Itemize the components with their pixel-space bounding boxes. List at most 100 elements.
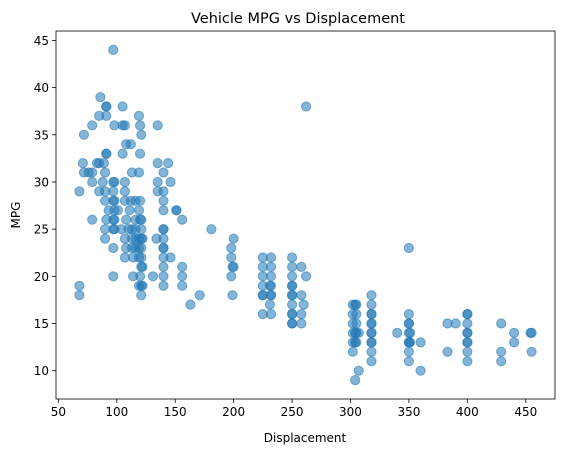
data-point — [110, 196, 119, 205]
data-point — [137, 130, 146, 139]
data-point — [354, 366, 363, 375]
data-point — [102, 149, 111, 158]
data-point — [354, 328, 363, 337]
data-point — [137, 225, 146, 234]
data-point — [463, 328, 472, 337]
data-point — [172, 206, 181, 215]
data-point — [351, 376, 360, 385]
data-point — [393, 328, 402, 337]
data-point — [288, 262, 297, 271]
data-point — [463, 319, 472, 328]
data-point — [159, 272, 168, 281]
data-point — [79, 130, 88, 139]
y-tick-label: 10 — [34, 364, 49, 378]
data-point — [266, 310, 275, 319]
data-point — [509, 338, 518, 347]
data-point — [88, 177, 97, 186]
data-point — [138, 234, 147, 243]
data-point — [153, 187, 162, 196]
data-point — [109, 45, 118, 54]
data-point — [302, 102, 311, 111]
data-point — [288, 281, 297, 290]
data-point — [288, 310, 297, 319]
x-tick-label: 400 — [456, 405, 479, 419]
data-point — [527, 347, 536, 356]
y-tick-label: 40 — [34, 81, 49, 95]
x-tick-label: 150 — [164, 405, 187, 419]
data-point — [118, 149, 127, 158]
data-point — [138, 281, 147, 290]
data-point — [367, 357, 376, 366]
data-point — [118, 102, 127, 111]
data-point — [497, 319, 506, 328]
data-point — [227, 253, 236, 262]
data-point — [134, 168, 143, 177]
data-point — [122, 215, 131, 224]
data-point — [404, 243, 413, 252]
data-point — [178, 215, 187, 224]
data-point — [75, 291, 84, 300]
data-point — [227, 243, 236, 252]
data-point — [288, 300, 297, 309]
data-point — [102, 102, 111, 111]
y-tick-label: 20 — [34, 270, 49, 284]
data-point — [404, 310, 413, 319]
data-point — [134, 111, 143, 120]
data-point — [367, 310, 376, 319]
y-tick-label: 45 — [34, 34, 49, 48]
data-point — [404, 319, 413, 328]
x-tick-label: 450 — [514, 405, 537, 419]
data-point — [406, 328, 415, 337]
data-point — [178, 262, 187, 271]
data-point — [78, 159, 87, 168]
data-point — [137, 253, 146, 262]
data-point — [297, 310, 306, 319]
data-point — [101, 168, 110, 177]
data-point — [159, 168, 168, 177]
data-point — [101, 234, 110, 243]
data-point — [195, 291, 204, 300]
x-tick-label: 100 — [105, 405, 128, 419]
data-point — [137, 291, 146, 300]
data-point — [166, 253, 175, 262]
data-point — [367, 328, 376, 337]
data-point — [229, 234, 238, 243]
data-point — [166, 177, 175, 186]
y-tick-label: 35 — [34, 128, 49, 142]
data-point — [302, 272, 311, 281]
data-point — [404, 347, 413, 356]
data-point — [265, 281, 274, 290]
data-point — [404, 357, 413, 366]
data-point — [137, 243, 146, 252]
data-point — [178, 281, 187, 290]
data-point — [367, 338, 376, 347]
data-point — [416, 338, 425, 347]
data-point — [527, 328, 536, 337]
data-point — [120, 177, 129, 186]
data-point — [367, 347, 376, 356]
data-point — [228, 291, 237, 300]
data-point — [164, 159, 173, 168]
x-tick-label: 250 — [281, 405, 304, 419]
data-point — [159, 262, 168, 271]
data-point — [98, 177, 107, 186]
x-tick-label: 50 — [51, 405, 66, 419]
data-point — [120, 187, 129, 196]
data-point — [110, 177, 119, 186]
data-point — [136, 149, 145, 158]
data-point — [75, 187, 84, 196]
data-point — [266, 272, 275, 281]
data-point — [125, 206, 134, 215]
data-point — [138, 262, 147, 271]
data-point — [159, 281, 168, 290]
data-point — [159, 196, 168, 205]
data-point — [297, 319, 306, 328]
data-point — [227, 272, 236, 281]
data-point — [113, 206, 122, 215]
data-point — [463, 347, 472, 356]
data-point — [110, 215, 119, 224]
data-point — [451, 319, 460, 328]
data-point — [352, 310, 361, 319]
data-point — [96, 93, 105, 102]
data-point — [88, 215, 97, 224]
